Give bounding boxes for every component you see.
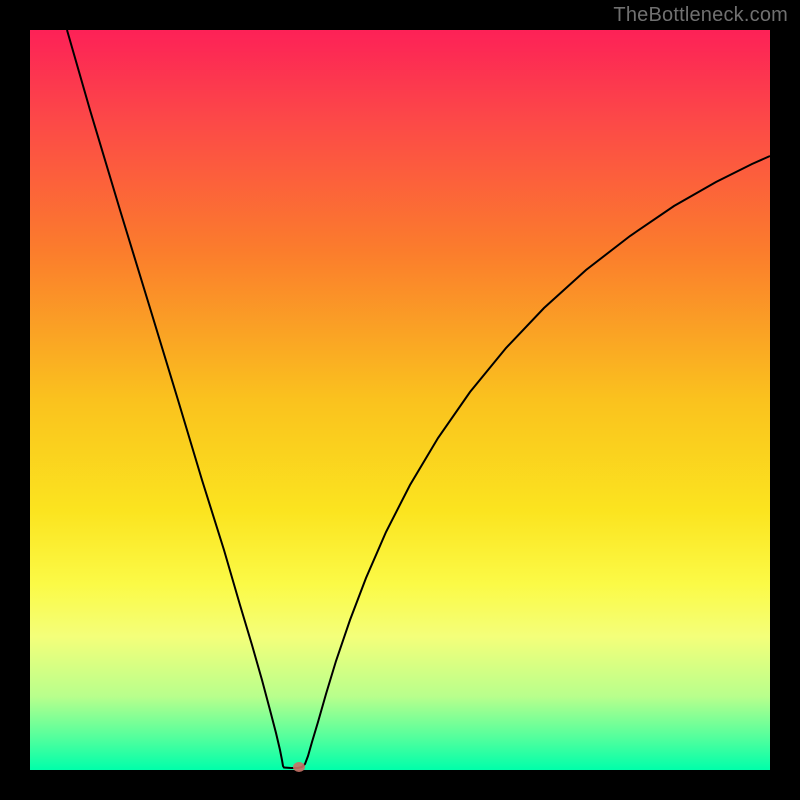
bottleneck-curve (67, 30, 770, 768)
optimum-marker (293, 762, 305, 772)
curve-svg (30, 30, 770, 770)
plot-area (30, 30, 770, 770)
watermark-text: TheBottleneck.com (613, 4, 788, 27)
